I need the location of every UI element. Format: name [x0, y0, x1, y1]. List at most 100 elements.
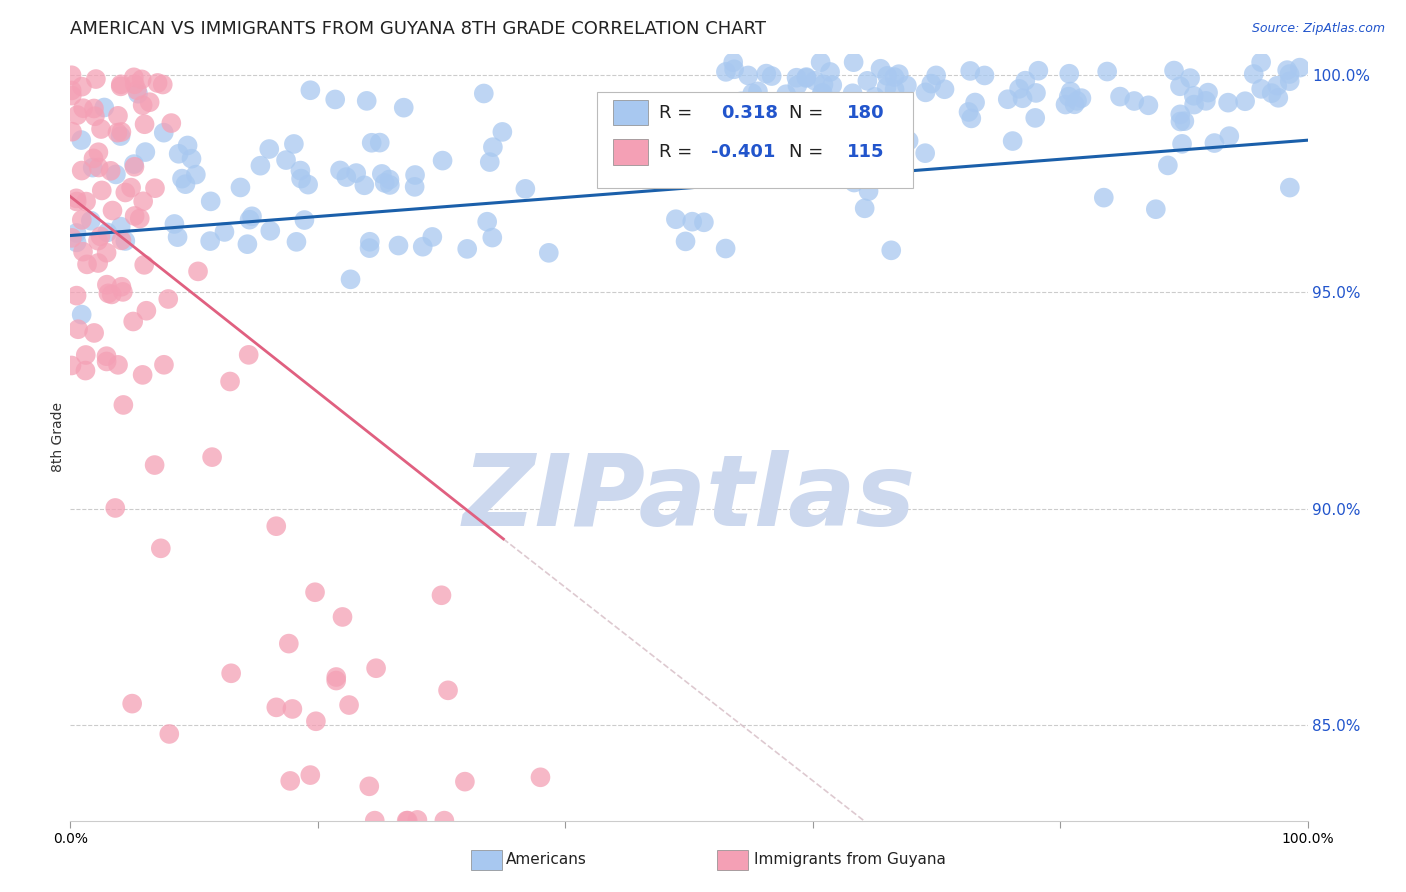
Point — [60, 359, 83, 373]
Point — [1092, 191, 1115, 205]
Point — [1168, 107, 1191, 121]
Point — [433, 814, 456, 828]
Point — [1060, 85, 1083, 99]
Point — [96, 349, 118, 363]
Point — [887, 67, 910, 81]
Point — [104, 500, 127, 515]
Point — [1070, 91, 1092, 105]
Point — [844, 176, 866, 190]
Point — [1288, 61, 1310, 75]
Point — [821, 78, 844, 92]
Point — [437, 683, 460, 698]
Point — [681, 215, 703, 229]
Point — [274, 153, 297, 167]
Point — [278, 773, 301, 788]
Point — [198, 234, 221, 248]
Point — [131, 368, 153, 382]
Point — [60, 83, 83, 97]
Point — [965, 95, 987, 110]
Point — [332, 610, 354, 624]
Point — [693, 215, 716, 229]
Text: N =: N = — [789, 144, 824, 161]
Point — [135, 303, 157, 318]
Point — [721, 55, 744, 70]
Point — [329, 163, 352, 178]
Point — [529, 770, 551, 784]
Point — [236, 237, 259, 252]
Point — [1014, 73, 1036, 87]
Point — [153, 358, 176, 372]
Point — [395, 814, 418, 828]
Point — [325, 673, 347, 688]
Point — [174, 177, 197, 191]
Point — [876, 130, 898, 145]
Point — [201, 450, 224, 464]
Point — [67, 322, 90, 336]
Point — [124, 209, 146, 223]
Point — [1054, 97, 1077, 112]
Point — [290, 171, 312, 186]
Point — [786, 70, 808, 85]
Point — [93, 101, 115, 115]
Point — [374, 176, 396, 190]
Point — [166, 230, 188, 244]
Point — [75, 348, 97, 362]
Point — [456, 242, 478, 256]
Point — [392, 101, 415, 115]
Point — [335, 170, 357, 185]
Point — [323, 92, 346, 106]
Point — [72, 101, 94, 115]
Point — [65, 288, 87, 302]
Text: Americans: Americans — [506, 853, 588, 867]
Point — [134, 145, 156, 159]
Point — [1171, 136, 1194, 151]
Point — [1195, 94, 1218, 108]
Point — [96, 277, 118, 292]
Point — [264, 519, 287, 533]
Point — [1278, 67, 1301, 81]
Text: 0.318: 0.318 — [721, 103, 778, 121]
Point — [104, 168, 127, 182]
Point — [406, 813, 429, 827]
Point — [714, 242, 737, 256]
Point — [70, 133, 93, 147]
Point — [114, 186, 136, 200]
Point — [920, 77, 942, 91]
Point — [96, 226, 118, 240]
Point — [359, 235, 381, 249]
Point — [184, 168, 207, 182]
Point — [1057, 89, 1080, 103]
Point — [114, 234, 136, 248]
Point — [87, 234, 110, 248]
Point — [66, 108, 89, 122]
Point — [432, 153, 454, 168]
Point — [229, 180, 252, 194]
Point — [121, 697, 143, 711]
Point — [1178, 71, 1201, 86]
Point — [65, 191, 87, 205]
Point — [214, 225, 236, 239]
Point — [1218, 129, 1240, 144]
Point — [368, 136, 391, 150]
Point — [96, 245, 118, 260]
Point — [110, 79, 132, 94]
Point — [107, 126, 129, 140]
Point — [890, 162, 912, 177]
Text: AMERICAN VS IMMIGRANTS FROM GUYANA 8TH GRADE CORRELATION CHART: AMERICAN VS IMMIGRANTS FROM GUYANA 8TH G… — [70, 21, 766, 38]
Point — [858, 184, 880, 198]
Point — [478, 155, 501, 169]
Point — [359, 241, 381, 255]
Point — [200, 194, 222, 209]
Point — [880, 244, 903, 258]
Point — [1265, 78, 1288, 93]
Point — [813, 103, 835, 118]
Point — [97, 286, 120, 301]
Point — [87, 161, 110, 175]
Point — [143, 458, 166, 472]
Point — [146, 76, 169, 90]
Point — [1028, 63, 1050, 78]
Text: R =: R = — [659, 103, 693, 121]
Point — [856, 74, 879, 88]
Point — [1001, 134, 1024, 148]
Point — [364, 661, 387, 675]
